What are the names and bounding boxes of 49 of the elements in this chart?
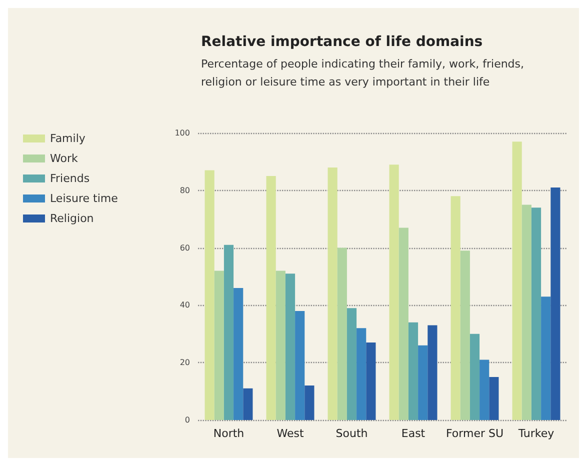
bar: [204, 170, 214, 420]
bar: [428, 325, 438, 420]
bar: [480, 360, 490, 420]
bar: [522, 204, 532, 420]
bar: [398, 228, 408, 420]
bar: [243, 388, 253, 420]
bar: [389, 164, 399, 420]
x-tick-label: Former SU: [446, 427, 504, 440]
bar: [234, 288, 244, 420]
legend-label: Work: [50, 152, 78, 165]
bar: [460, 250, 470, 420]
x-tick-label: South: [336, 427, 368, 440]
y-tick-label: 0: [184, 416, 190, 424]
chart-title: Relative importance of life domains: [201, 34, 483, 50]
bar: [214, 270, 224, 420]
x-tick-label: West: [276, 427, 304, 440]
bar: [346, 308, 357, 420]
bar: [266, 176, 276, 420]
bar: [531, 208, 542, 420]
y-tick-label: 20: [180, 358, 190, 368]
bar: [356, 328, 366, 420]
bar: [512, 142, 522, 420]
bar: [366, 342, 376, 420]
bar: [489, 376, 499, 420]
legend-label: Family: [50, 132, 86, 145]
bar: [450, 196, 460, 420]
legend-label: Friends: [50, 172, 90, 185]
bar: [304, 386, 314, 420]
bar: [408, 322, 418, 420]
legend-label: Religion: [50, 212, 94, 225]
x-tick-label: East: [401, 427, 426, 440]
y-tick-label: 100: [174, 128, 190, 138]
legend-label: Leisure time: [50, 192, 118, 205]
bar: [418, 345, 428, 420]
bar: [295, 310, 305, 420]
chart-subtitle: Percentage of people indicating their family, work, friends, religion or leisure time as very important in their life: [201, 58, 524, 88]
y-tick-label: 80: [180, 186, 190, 195]
bar: [550, 188, 560, 420]
bar: [224, 244, 234, 420]
bar: [337, 248, 347, 420]
bar: [285, 274, 296, 420]
y-tick-label: 40: [180, 300, 190, 310]
bar: [328, 167, 338, 420]
bar: [541, 296, 551, 420]
x-tick-label: North: [213, 427, 244, 440]
x-tick-label: Turkey: [517, 427, 555, 440]
bar: [470, 334, 480, 420]
y-tick-label: 60: [180, 243, 190, 252]
bar: [276, 270, 286, 420]
